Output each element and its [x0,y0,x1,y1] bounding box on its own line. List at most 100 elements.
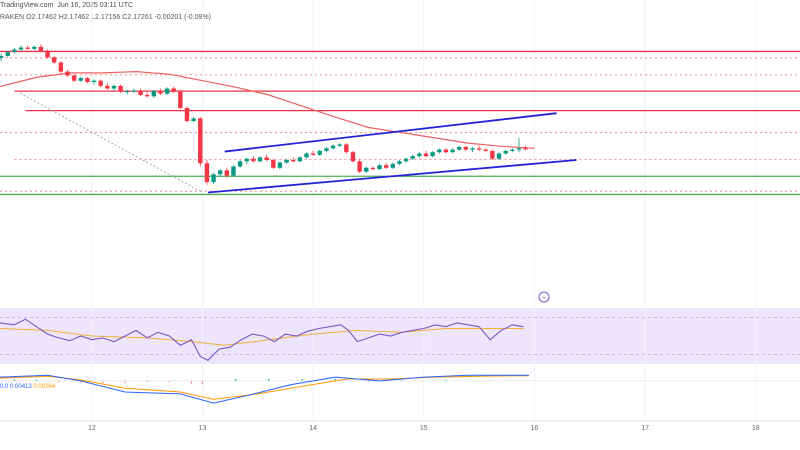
x-tick-label: 15 [420,425,428,432]
macd-histogram-bar [401,380,403,381]
x-tick-label: 13 [199,425,207,432]
ma-line [0,70,535,149]
candle-body [58,62,64,72]
candle-body [483,149,488,151]
candle-body [344,144,349,153]
candle-body [85,78,90,82]
candle-body [304,153,309,158]
candle-body [0,56,4,58]
candle-body [377,165,382,170]
candle-body [65,71,70,76]
macd-histogram-bar [334,379,336,381]
macd-value-2: 0.00264 [33,384,56,390]
macd-histogram-bar [301,379,303,381]
macd-histogram-bar [80,380,82,383]
candle-body [337,144,342,146]
x-axis: 12 13 14 15 16 17 18 [88,425,760,432]
candle-body [251,158,256,162]
x-tick-label: 14 [309,425,317,432]
channel-upper-line [224,112,557,153]
x-tick-label: 16 [531,425,539,432]
candle-body [118,85,123,92]
candle-body [350,152,356,162]
candle-body [277,162,283,168]
candle-body [237,161,243,167]
macd-histogram-bar [13,379,15,381]
ohlc-header: TradingView.com Jun 16, 2025 03:11 UTC [0,0,137,12]
open-value: O2.17462 [26,14,57,21]
macd-histogram-bar [124,380,126,384]
candle-body [111,85,117,89]
rsi-line [0,318,524,361]
candle-body [450,149,455,153]
candle-body [417,153,422,157]
grid [91,0,757,420]
candle-body [18,47,24,50]
candle-body [164,88,170,94]
channel-lower-line [207,159,577,194]
candle-body [284,160,289,163]
candle-body [490,150,495,159]
candle-body [217,170,223,175]
macd-histogram-bar [146,380,148,382]
candle-body [71,75,77,81]
alert-icon[interactable]: + [538,291,550,303]
candle-body [317,150,322,155]
svg-text:+: + [542,296,546,302]
candle-body [523,148,528,150]
candle-body [383,165,389,168]
candle-body [470,148,475,150]
candle-body [138,90,143,95]
candle-body [45,50,50,58]
candle-body [397,161,402,164]
candle-body [423,153,429,157]
candle-body [224,170,230,176]
candle-body [25,47,30,49]
candle-body [330,145,336,149]
candle-body [12,49,17,53]
candle-body [158,91,163,94]
candle-body [98,80,103,86]
candle-body [403,158,409,162]
candle-body [324,148,329,151]
macd-histogram-bar [489,380,491,381]
candle-body [184,108,190,121]
macd-histogram-bar [102,380,104,384]
timestamp: Jun 16, 2025 03:11 UTC [57,2,134,9]
macd-pane [0,374,800,404]
candle-body [516,148,522,150]
low-value: L2.17156 [91,14,121,21]
x-tick-label: 18 [752,425,760,432]
candle-body [91,80,97,82]
diagonal-dotted-line [19,92,203,193]
macd-histogram-bar [35,379,38,381]
candle-body [211,174,216,183]
candle-body [503,150,508,154]
price-levels [0,50,800,196]
candle-body [5,52,10,56]
candle-body [463,147,469,150]
candle-body [204,163,210,183]
candle-body [390,163,396,168]
candle-body [264,157,269,160]
candle-body [198,118,203,164]
high-value: H2.17462 [58,14,90,21]
x-tick-label: 12 [88,425,96,432]
macd-histogram-bar [367,380,370,382]
rsi-pane-background [0,308,800,364]
macd-histogram-bar [445,380,447,381]
exchange-label: RAKEN [0,14,25,21]
candle-body [191,118,196,121]
candle-body [364,167,369,172]
candle-body [244,158,249,162]
candle-body [38,46,44,51]
candle-body [496,153,502,159]
candles [0,44,528,185]
macd-signal-line [0,375,529,400]
change-value: -0.00201 (-0.09%) [154,14,211,21]
candle-body [430,152,435,157]
candle-body [78,78,83,81]
candle-body [105,85,110,89]
